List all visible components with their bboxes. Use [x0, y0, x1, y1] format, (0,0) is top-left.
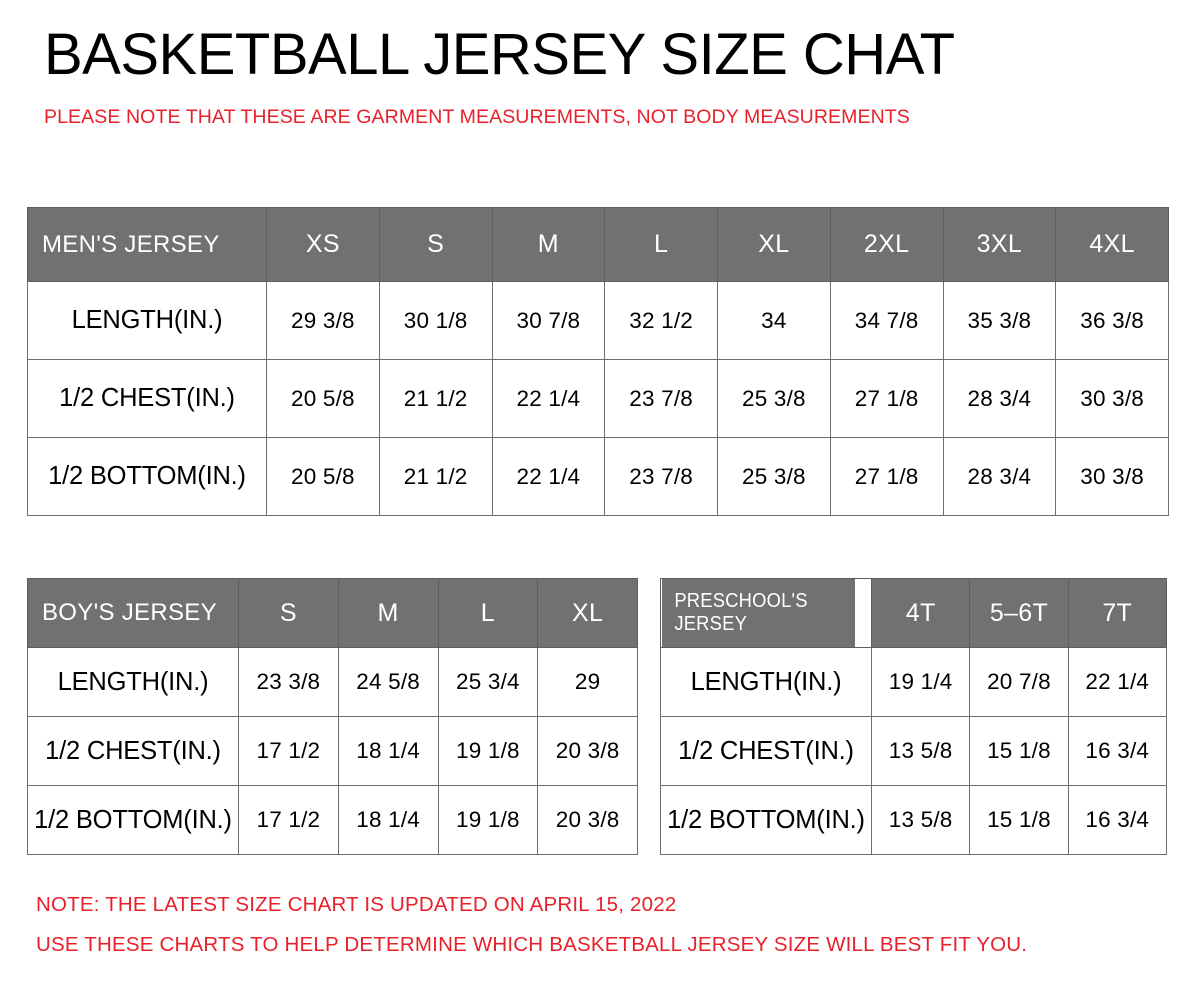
- boys-table-title-cell: BOY'S JERSEY: [27, 578, 239, 648]
- preschool-chest-5-6t: 15 1/8: [969, 716, 1069, 786]
- preschool-row-label-chest: 1/2 CHEST(IN.): [660, 716, 872, 786]
- mens-chest-xl: 25 3/8: [717, 359, 831, 438]
- table-row: LENGTH(IN.) 23 3/8 24 5/8 25 3/4 29: [27, 647, 638, 717]
- boys-size-header-m: M: [337, 578, 439, 648]
- table-header-row: BOY'S JERSEY S M L XL: [27, 578, 638, 648]
- preschool-length-7t: 22 1/4: [1067, 647, 1167, 717]
- mens-size-header-2xl: 2XL: [829, 207, 944, 282]
- boys-row-label-length: LENGTH(IN.): [27, 647, 239, 717]
- boys-row-label-bottom: 1/2 BOTTOM(IN.): [27, 785, 239, 855]
- mens-length-xl: 34: [717, 281, 831, 360]
- mens-length-3xl: 35 3/8: [942, 281, 1057, 360]
- table-row: 1/2 CHEST(IN.) 20 5/8 21 1/2 22 1/4 23 7…: [27, 359, 1169, 438]
- boys-bottom-m: 18 1/4: [337, 785, 439, 855]
- preschool-length-4t: 19 1/4: [870, 647, 971, 717]
- note-usage-guidance: USE THESE CHARTS TO HELP DETERMINE WHICH…: [36, 933, 1028, 956]
- boys-chest-s: 17 1/2: [238, 716, 339, 786]
- mens-bottom-l: 23 7/8: [604, 437, 718, 516]
- mens-row-label-bottom: 1/2 BOTTOM(IN.): [27, 437, 267, 516]
- boys-chest-m: 18 1/4: [337, 716, 439, 786]
- table-row: 1/2 CHEST(IN.) 13 5/8 15 1/8 16 3/4: [660, 716, 1167, 786]
- mens-length-s: 30 1/8: [378, 281, 493, 360]
- table-row: 1/2 CHEST(IN.) 17 1/2 18 1/4 19 1/8 20 3…: [27, 716, 638, 786]
- preschool-size-header-4t: 4T: [870, 578, 971, 648]
- mens-chest-3xl: 28 3/4: [942, 359, 1057, 438]
- boys-bottom-xl: 20 3/8: [537, 785, 638, 855]
- preschool-bottom-5-6t: 15 1/8: [969, 785, 1069, 855]
- table-row: 1/2 BOTTOM(IN.) 20 5/8 21 1/2 22 1/4 23 …: [27, 437, 1169, 516]
- mens-size-header-3xl: 3XL: [942, 207, 1057, 282]
- boys-chest-l: 19 1/8: [437, 716, 539, 786]
- preschool-row-label-length: LENGTH(IN.): [660, 647, 872, 717]
- mens-bottom-xs: 20 5/8: [266, 437, 380, 516]
- boys-chest-xl: 20 3/8: [537, 716, 638, 786]
- preschool-jersey-size-table: PRESCHOOL'S JERSEY 4T 5–6T 7T LENGTH(IN.…: [660, 578, 1167, 855]
- mens-length-m: 30 7/8: [491, 281, 606, 360]
- mens-size-header-xs: XS: [266, 207, 380, 282]
- boys-length-s: 23 3/8: [238, 647, 339, 717]
- mens-length-4xl: 36 3/8: [1055, 281, 1169, 360]
- boys-jersey-size-table: BOY'S JERSEY S M L XL LENGTH(IN.) 23 3/8…: [27, 578, 638, 855]
- boys-size-header-xl: XL: [537, 578, 638, 648]
- table-header-row: PRESCHOOL'S JERSEY 4T 5–6T 7T: [660, 578, 1167, 648]
- mens-chest-2xl: 27 1/8: [829, 359, 944, 438]
- page-title: BASKETBALL JERSEY SIZE CHAT: [44, 22, 955, 87]
- boys-size-header-l: L: [437, 578, 539, 648]
- table-row: 1/2 BOTTOM(IN.) 13 5/8 15 1/8 16 3/4: [660, 785, 1167, 855]
- preschool-size-header-7t: 7T: [1067, 578, 1167, 648]
- boys-size-header-s: S: [238, 578, 339, 648]
- boys-row-label-chest: 1/2 CHEST(IN.): [27, 716, 239, 786]
- mens-length-l: 32 1/2: [604, 281, 718, 360]
- preschool-chest-4t: 13 5/8: [870, 716, 971, 786]
- preschool-chest-7t: 16 3/4: [1067, 716, 1167, 786]
- mens-bottom-2xl: 27 1/8: [829, 437, 944, 516]
- preschool-bottom-7t: 16 3/4: [1067, 785, 1167, 855]
- note-last-updated: NOTE: THE LATEST SIZE CHART IS UPDATED O…: [36, 893, 677, 916]
- table-row: 1/2 BOTTOM(IN.) 17 1/2 18 1/4 19 1/8 20 …: [27, 785, 638, 855]
- mens-size-header-s: S: [378, 207, 493, 282]
- mens-chest-xs: 20 5/8: [266, 359, 380, 438]
- table-row: LENGTH(IN.) 29 3/8 30 1/8 30 7/8 32 1/2 …: [27, 281, 1169, 360]
- preschool-length-5-6t: 20 7/8: [969, 647, 1069, 717]
- mens-chest-m: 22 1/4: [491, 359, 606, 438]
- boys-length-l: 25 3/4: [437, 647, 539, 717]
- preschool-row-label-bottom: 1/2 BOTTOM(IN.): [660, 785, 872, 855]
- mens-size-header-l: L: [604, 207, 718, 282]
- mens-jersey-size-table: MEN'S JERSEY XS S M L XL 2XL 3XL 4XL LEN…: [27, 207, 1169, 516]
- table-row: LENGTH(IN.) 19 1/4 20 7/8 22 1/4: [660, 647, 1167, 717]
- mens-row-label-chest: 1/2 CHEST(IN.): [27, 359, 267, 438]
- mens-length-xs: 29 3/8: [266, 281, 380, 360]
- mens-size-header-m: M: [491, 207, 606, 282]
- table-header-row: MEN'S JERSEY XS S M L XL 2XL 3XL 4XL: [27, 207, 1169, 282]
- mens-bottom-xl: 25 3/8: [717, 437, 831, 516]
- mens-bottom-3xl: 28 3/4: [942, 437, 1057, 516]
- mens-chest-4xl: 30 3/8: [1055, 359, 1169, 438]
- mens-table-title-cell: MEN'S JERSEY: [27, 207, 267, 282]
- preschool-bottom-4t: 13 5/8: [870, 785, 971, 855]
- preschool-table-title-cell: PRESCHOOL'S JERSEY: [660, 578, 856, 648]
- mens-length-2xl: 34 7/8: [829, 281, 944, 360]
- boys-bottom-l: 19 1/8: [437, 785, 539, 855]
- mens-bottom-s: 21 1/2: [378, 437, 493, 516]
- mens-bottom-m: 22 1/4: [491, 437, 606, 516]
- garment-measurement-disclaimer: PLEASE NOTE THAT THESE ARE GARMENT MEASU…: [44, 106, 910, 128]
- mens-bottom-4xl: 30 3/8: [1055, 437, 1169, 516]
- mens-chest-s: 21 1/2: [378, 359, 493, 438]
- mens-row-label-length: LENGTH(IN.): [27, 281, 267, 360]
- boys-bottom-s: 17 1/2: [238, 785, 339, 855]
- mens-chest-l: 23 7/8: [604, 359, 718, 438]
- mens-size-header-xl: XL: [717, 207, 831, 282]
- mens-size-header-4xl: 4XL: [1055, 207, 1169, 282]
- preschool-size-header-5-6t: 5–6T: [969, 578, 1069, 648]
- boys-length-xl: 29: [537, 647, 638, 717]
- boys-length-m: 24 5/8: [337, 647, 439, 717]
- footer-notes: NOTE: THE LATEST SIZE CHART IS UPDATED O…: [36, 885, 1166, 965]
